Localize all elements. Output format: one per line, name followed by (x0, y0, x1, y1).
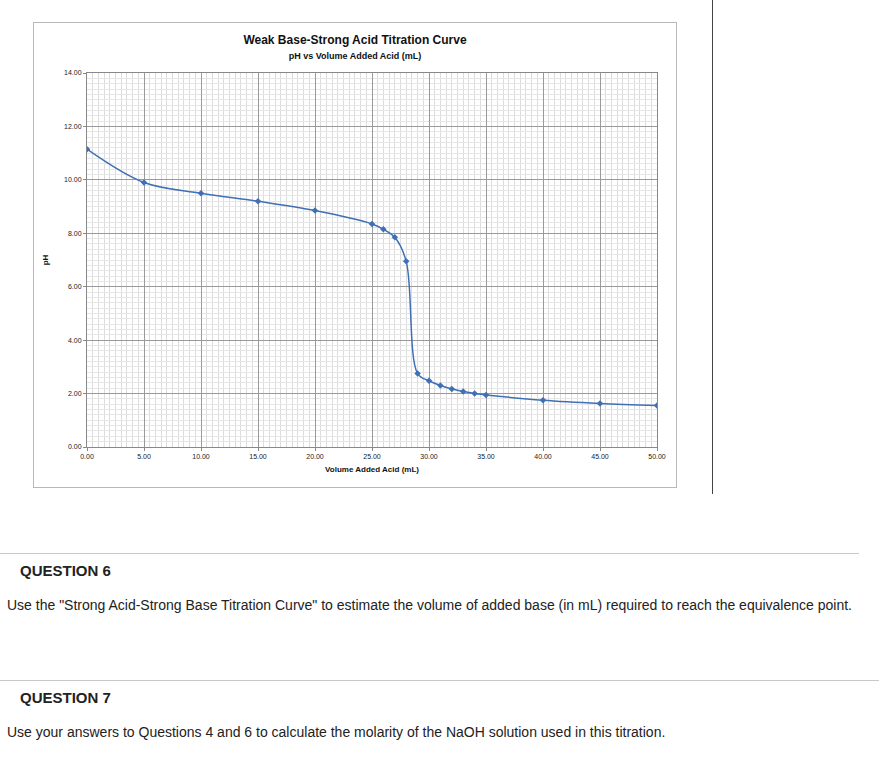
html-text:Use the "Strong Acid-Strong Ba: Use the "Strong Acid-Strong Base Titrati… (7, 597, 852, 613)
svg-text:6.00: 6.00 (68, 283, 82, 290)
svg-text:35.00: 35.00 (477, 453, 495, 460)
svg-text:40.00: 40.00 (534, 453, 552, 460)
svg-text:10.00: 10.00 (192, 453, 210, 460)
svg-text:50.00: 50.00 (648, 453, 666, 460)
svg-text:5.00: 5.00 (137, 453, 151, 460)
svg-text:45.00: 45.00 (591, 453, 609, 460)
svg-text:8.00: 8.00 (68, 230, 82, 237)
svg-text:Weak Base-Strong Acid Titratio: Weak Base-Strong Acid Titration CurvepH … (243, 33, 466, 62)
svg-text:Volume Added Acid (mL): Volume Added Acid (mL) (325, 465, 419, 474)
svg-text:0.00: 0.00 (68, 443, 82, 450)
svg-text:15.00: 15.00 (249, 453, 267, 460)
svg-text:4.00: 4.00 (68, 337, 82, 344)
svg-text:pH: pH (41, 254, 50, 265)
svg-text:25.00: 25.00 (363, 453, 381, 460)
html-text:QUESTION 7: QUESTION 7 (20, 689, 111, 706)
svg-text:0.00: 0.00 (80, 453, 94, 460)
html-text:QUESTION 6: QUESTION 6 (20, 562, 111, 579)
svg-text:30.00: 30.00 (420, 453, 438, 460)
html-text:Use your answers to Questions: Use your answers to Questions 4 and 6 to… (7, 724, 666, 740)
svg-text:20.00: 20.00 (306, 453, 324, 460)
svg-text:14.00: 14.00 (64, 69, 82, 76)
svg-text:2.00: 2.00 (68, 390, 82, 397)
svg-text:12.00: 12.00 (64, 123, 82, 130)
svg-text:10.00: 10.00 (64, 176, 82, 183)
